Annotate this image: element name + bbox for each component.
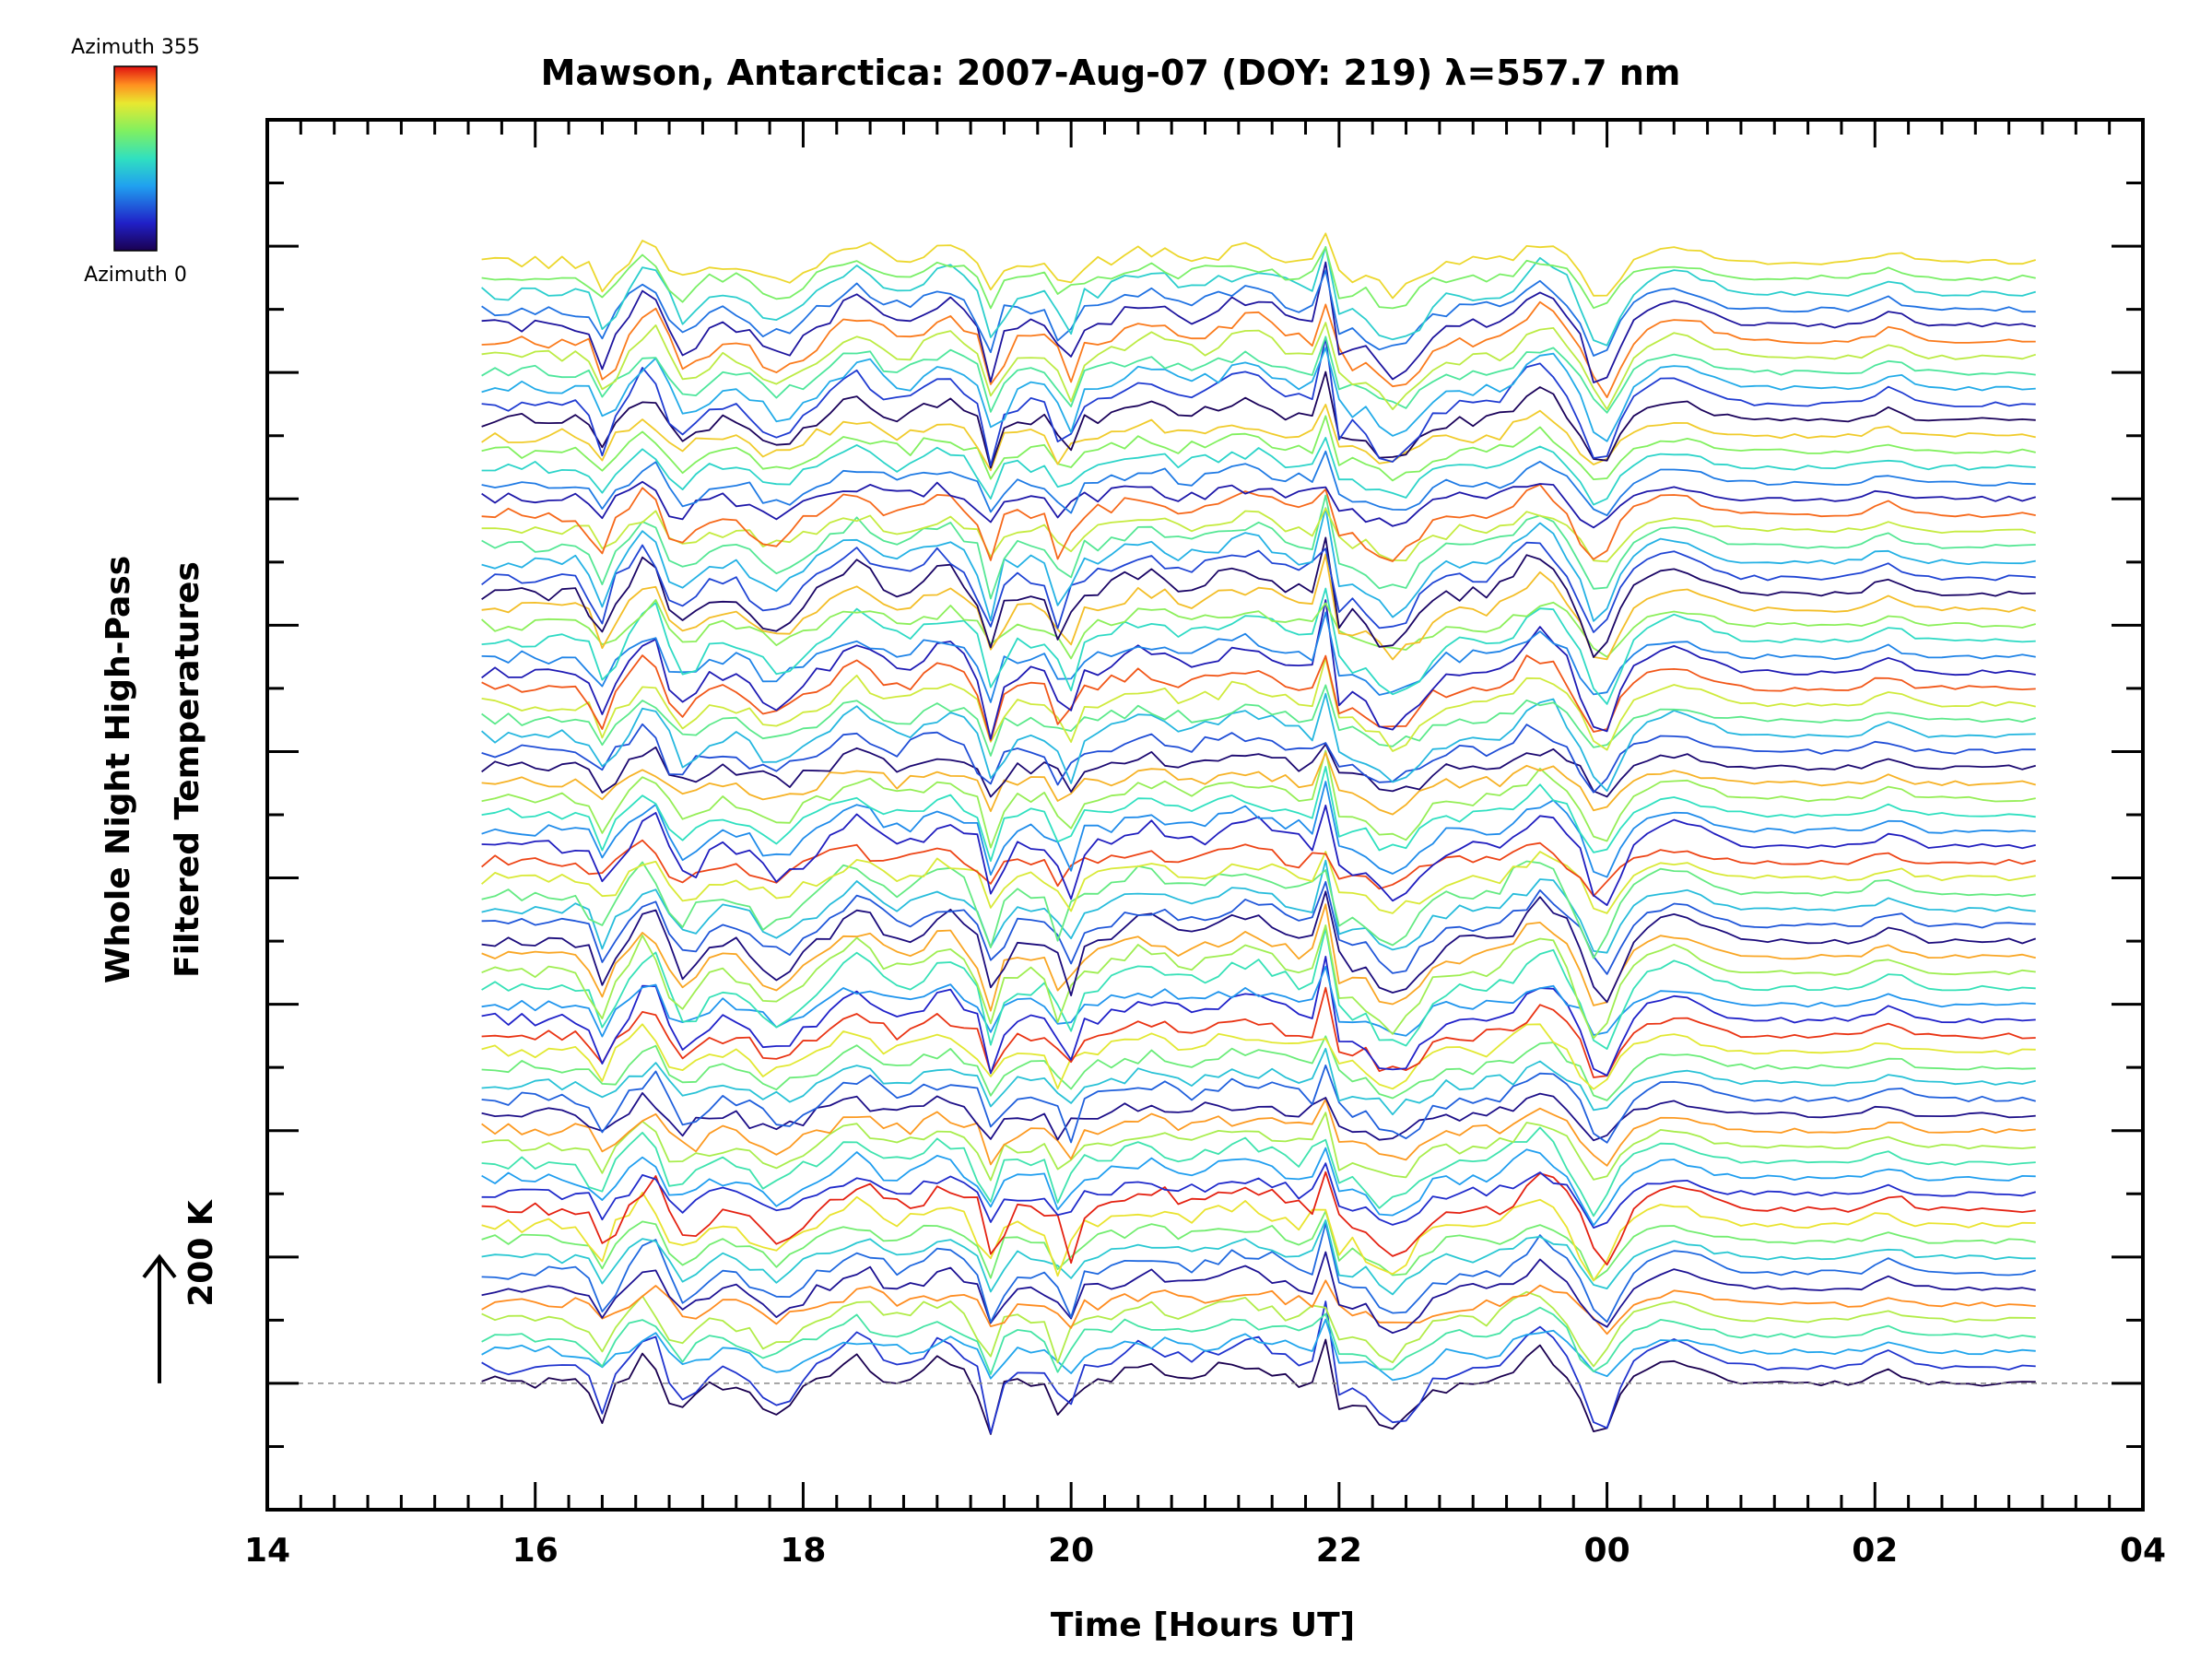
series-line-48: [481, 599, 2036, 660]
scale-bar-label: 200 K: [182, 1199, 220, 1307]
series-line-14: [481, 1126, 2036, 1218]
plot-series: [481, 232, 2036, 1435]
x-tick-label: 04: [2120, 1532, 2166, 1570]
series-line-28: [481, 890, 2036, 1004]
x-tick-labels: 14 16 18 20 22 00 02 04: [244, 1532, 2166, 1570]
series-line-40: [481, 723, 2036, 794]
series-line-33: [481, 839, 2036, 898]
plot-frame: [265, 118, 2145, 1512]
chart-title: Mawson, Antarctica: 2007-Aug-07 (DOY: 21…: [541, 53, 1681, 93]
series-line-70: [481, 246, 2036, 310]
y-axis-label-line2: Filtered Temperatures: [169, 561, 206, 978]
series-line-22: [481, 986, 2036, 1078]
series-line-18: [481, 1065, 2036, 1144]
series-line-45: [481, 599, 2036, 740]
series-line-61: [481, 371, 2036, 469]
x-tick-label: 18: [780, 1532, 826, 1570]
plot-frame-group: [265, 118, 2145, 1512]
y-axis-label-line1: Whole Night High-Pass: [100, 556, 137, 983]
series-line-10: [481, 1192, 2036, 1282]
series-line-66: [481, 300, 2036, 399]
series-line-63: [481, 347, 2036, 442]
series-line-49: [481, 553, 2036, 661]
series-line-58: [481, 436, 2036, 506]
series-line-30: [481, 859, 2036, 954]
series-line-19: [481, 1047, 2036, 1116]
series-line-26: [481, 924, 2036, 1040]
x-tick-label: 22: [1316, 1532, 1362, 1570]
series-line-47: [481, 587, 2036, 705]
series-line-39: [481, 743, 2036, 798]
series-line-20: [481, 1035, 2036, 1101]
scale-bar: [142, 1253, 177, 1383]
series-line-29: [481, 880, 2036, 975]
series-line-0: [481, 1338, 2036, 1435]
series-line-64: [481, 335, 2036, 414]
series-line-41: [481, 692, 2036, 793]
series-line-27: [481, 903, 2036, 1012]
series-line-1: [481, 1300, 2036, 1434]
series-line-34: [481, 805, 2036, 906]
series-line-59: [481, 415, 2036, 482]
series-line-69: [481, 245, 2036, 347]
colorbar-top-label: Azimuth 355: [71, 36, 200, 59]
series-line-7: [481, 1222, 2036, 1324]
series-line-5: [481, 1279, 2036, 1335]
x-tick-label: 14: [244, 1532, 290, 1570]
series-line-3: [481, 1306, 2036, 1375]
series-line-38: [481, 751, 2036, 816]
series-line-9: [481, 1210, 2036, 1281]
scale-bar-arrow-head: [142, 1253, 177, 1279]
series-line-56: [481, 480, 2036, 529]
series-line-36: [481, 766, 2036, 863]
series-line-55: [481, 483, 2036, 562]
series-line-52: [481, 507, 2036, 622]
series-line-57: [481, 450, 2036, 517]
series-line-43: [481, 656, 2036, 752]
series-line-16: [481, 1098, 2036, 1167]
colorbar-gradient: [113, 65, 158, 252]
series-line-6: [481, 1251, 2036, 1335]
series-line-60: [481, 403, 2036, 472]
series-line-31: [481, 860, 2036, 959]
series-line-53: [481, 494, 2036, 600]
x-tick-label: 02: [1852, 1532, 1898, 1570]
series-line-21: [481, 1023, 2036, 1090]
series-line-4: [481, 1290, 2036, 1368]
series-line-11: [481, 1171, 2036, 1266]
series-line-44: [481, 654, 2036, 742]
series-line-13: [481, 1147, 2036, 1227]
series-line-8: [481, 1219, 2036, 1296]
series-line-25: [481, 927, 2036, 1050]
series-line-32: [481, 851, 2036, 914]
series-line-15: [481, 1112, 2036, 1182]
x-tick-label: 20: [1048, 1532, 1094, 1570]
colorbar-bottom-label: Azimuth 0: [84, 264, 187, 287]
series-line-71: [481, 232, 2036, 300]
x-axis-label: Time [Hours UT]: [1051, 1606, 1355, 1644]
series-line-2: [481, 1318, 2036, 1382]
x-tick-label: 16: [512, 1532, 559, 1570]
series-line-35: [481, 781, 2036, 878]
series-line-37: [481, 749, 2036, 849]
series-line-42: [481, 684, 2036, 757]
series-line-12: [481, 1162, 2036, 1229]
series-line-51: [481, 541, 2036, 633]
series-line-50: [481, 536, 2036, 658]
series-line-54: [481, 507, 2036, 563]
series-line-17: [481, 1092, 2036, 1142]
series-line-65: [481, 322, 2036, 411]
series-line-24: [481, 965, 2036, 1038]
colorbar: Azimuth 355 Azimuth 0: [71, 36, 200, 287]
series-line-62: [481, 336, 2036, 466]
series-line-46: [481, 611, 2036, 703]
x-tick-label: 00: [1584, 1532, 1630, 1570]
series-line-67: [481, 261, 2036, 383]
series-line-68: [481, 269, 2036, 357]
series-line-23: [481, 956, 2036, 1077]
